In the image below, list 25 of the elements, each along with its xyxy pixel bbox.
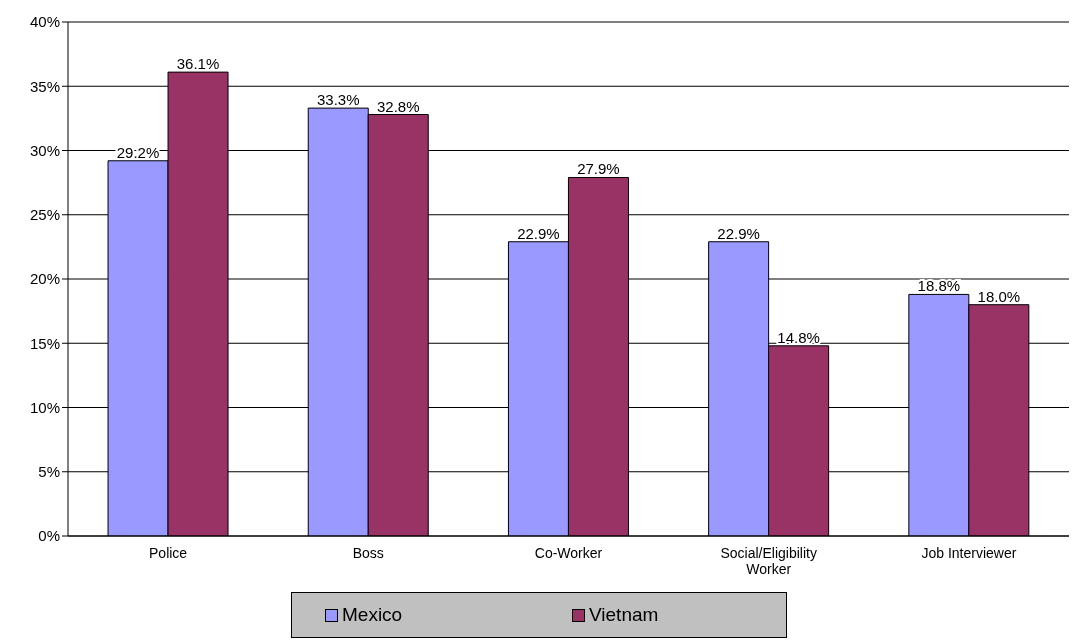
y-tick-label: 0% (38, 527, 60, 545)
y-tick-label: 40% (29, 13, 60, 31)
data-label: 22.9% (517, 224, 560, 242)
x-tick-label: Job Interviewer (921, 545, 1017, 561)
y-tick-label: 25% (29, 206, 60, 224)
legend-label: Mexico (341, 604, 404, 626)
data-label: 33.3% (316, 91, 360, 109)
y-tick-label: 5% (38, 463, 60, 481)
legend-label: Vietnam (588, 604, 660, 626)
data-label: 18.8% (917, 277, 961, 295)
x-tick-label: Co-Worker (534, 545, 603, 561)
data-label: 27.9% (577, 160, 620, 178)
y-tick-label: 15% (29, 334, 60, 352)
data-label: 14.8% (777, 328, 820, 346)
y-tick-label: 30% (29, 141, 60, 159)
data-label: 36.1% (176, 55, 220, 73)
x-tick-label: Social/Eligibility Worker (720, 545, 817, 577)
x-tick-label: Boss (352, 545, 384, 561)
y-tick-label: 20% (29, 270, 60, 288)
y-tick-label: 35% (29, 77, 60, 95)
data-label: 22.9% (717, 224, 760, 242)
data-label: 18.0% (977, 287, 1021, 305)
x-tick-label: Police (149, 545, 188, 561)
y-tick-label: 10% (29, 398, 60, 416)
data-label: 32.8% (376, 97, 420, 115)
